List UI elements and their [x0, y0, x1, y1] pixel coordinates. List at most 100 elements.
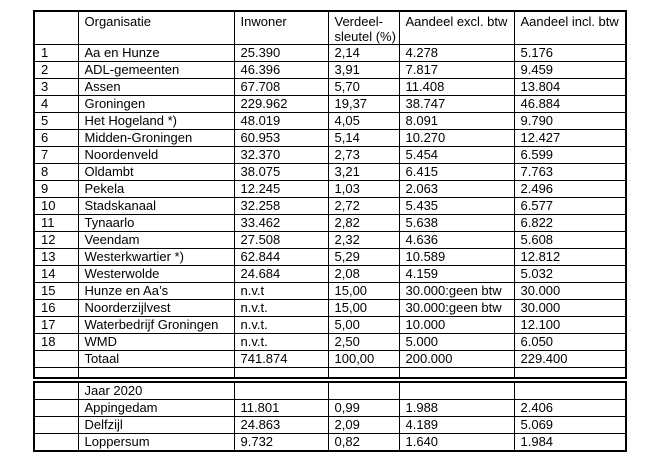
table-cell: 15,00: [327, 299, 400, 317]
table-cell: 10.000: [398, 316, 515, 334]
table-cell: [398, 381, 515, 400]
table-cell: 5.608: [513, 231, 627, 249]
table-cell: Stadskanaal: [77, 197, 235, 215]
table-cell: Westerkwartier *): [77, 248, 235, 266]
table-cell: 2.496: [513, 180, 627, 198]
table-cell: Het Hogeland *): [77, 112, 235, 130]
table-cell: 10.270: [398, 129, 515, 147]
table-cell: 2,08: [327, 265, 400, 283]
table-cell: 4.278: [398, 44, 515, 62]
table-cell: 24.863: [233, 416, 329, 434]
table-cell: [513, 367, 627, 379]
table-cell: 5,29: [327, 248, 400, 266]
table-cell: 1.984: [513, 433, 627, 452]
table-cell: 7: [33, 146, 79, 164]
table-cell: 11.801: [233, 399, 329, 417]
table-cell: 2: [33, 61, 79, 79]
table-cell: 3,21: [327, 163, 400, 181]
table-cell: 32.258: [233, 197, 329, 215]
table-cell: 11.408: [398, 78, 515, 96]
table-cell: 1,03: [327, 180, 400, 198]
table-cell: 25.390: [233, 44, 329, 62]
table-row: Delfzijl 24.863 2,09 4.189 5.069: [33, 416, 627, 434]
table-cell: 13: [33, 248, 79, 266]
table-cell: 229.400: [513, 350, 627, 368]
table-cell: 6.577: [513, 197, 627, 215]
table-cell: 12.245: [233, 180, 329, 198]
table-cell: 5.032: [513, 265, 627, 283]
table-cell: Groningen: [77, 95, 235, 113]
table-cell: 1.640: [398, 433, 515, 452]
table-cell: 27.508: [233, 231, 329, 249]
table-row: Jaar 2020: [33, 381, 627, 400]
table-row: 8 Oldambt 38.075 3,21 6.415 7.763: [33, 163, 627, 181]
table-cell: 5.000: [398, 333, 515, 351]
table-cell: Loppersum: [77, 433, 235, 452]
table-cell: 62.844: [233, 248, 329, 266]
table-cell: 5.176: [513, 44, 627, 62]
table-row: Appingedam 11.801 0,99 1.988 2.406: [33, 399, 627, 417]
table-cell: 38.747: [398, 95, 515, 113]
table-cell: 5,14: [327, 129, 400, 147]
table-cell: 38.075: [233, 163, 329, 181]
table-cell: 9.459: [513, 61, 627, 79]
table-row: 7 Noordenveld 32.370 2,73 5.454 6.599: [33, 146, 627, 164]
table-cell: n.v.t.: [233, 316, 329, 334]
header-cell: Inwoner: [233, 10, 329, 45]
table-cell: [33, 367, 79, 379]
table-row: 11 Tynaarlo 33.462 2,82 5.638 6.822: [33, 214, 627, 232]
table-cell: 8.091: [398, 112, 515, 130]
table-cell: [513, 381, 627, 400]
table-row: 1 Aa en Hunze 25.390 2,14 4.278 5.176: [33, 44, 627, 62]
table-cell: 15: [33, 282, 79, 300]
table-row: 12 Veendam 27.508 2,32 4.636 5.608: [33, 231, 627, 249]
table-cell: 5,70: [327, 78, 400, 96]
table-cell: 6: [33, 129, 79, 147]
table-cell: 7.817: [398, 61, 515, 79]
table-cell: 3,91: [327, 61, 400, 79]
table-cell: 46.884: [513, 95, 627, 113]
header-cell: [33, 10, 79, 45]
table-row: 6 Midden-Groningen 60.953 5,14 10.270 12.427: [33, 129, 627, 147]
table-row: 4 Groningen 229.962 19,37 38.747 46.884: [33, 95, 627, 113]
table-cell: [33, 399, 79, 417]
table-cell: 30.000: [513, 282, 627, 300]
table-row: 3 Assen 67.708 5,70 11.408 13.804: [33, 78, 627, 96]
table-cell: 48.019: [233, 112, 329, 130]
table-row: 10 Stadskanaal 32.258 2,72 5.435 6.577: [33, 197, 627, 215]
table-cell: 2,32: [327, 231, 400, 249]
table-cell: Totaal: [77, 350, 235, 368]
table-cell: 4.636: [398, 231, 515, 249]
table-cell: 6.415: [398, 163, 515, 181]
table-cell: 100,00: [327, 350, 400, 368]
table-cell: 2.406: [513, 399, 627, 417]
table-cell: 1: [33, 44, 79, 62]
table-cell: 30.000:geen btw: [398, 282, 515, 300]
table-cell: 9.732: [233, 433, 329, 452]
table-cell: 2,72: [327, 197, 400, 215]
table-row: 5 Het Hogeland *) 48.019 4,05 8.091 9.790: [33, 112, 627, 130]
table-cell: 1.988: [398, 399, 515, 417]
table-cell: 18: [33, 333, 79, 351]
year-2020-table-body: Jaar 2020 Appingedam 11.801 0,99 1.988 2.406 D…: [33, 381, 627, 452]
table-cell: Hunze en Aa’s: [77, 282, 235, 300]
table-cell: [233, 367, 329, 379]
table-cell: 8: [33, 163, 79, 181]
table-cell: 229.962: [233, 95, 329, 113]
allocation-table-header: Organisatie Inwoner Verdeel- sleutel (%) Aa…: [33, 10, 627, 45]
table-row: 13 Westerkwartier *) 62.844 5,29 10.589 12.81…: [33, 248, 627, 266]
table-cell: 200.000: [398, 350, 515, 368]
table-cell: 5.454: [398, 146, 515, 164]
table-cell: 2,73: [327, 146, 400, 164]
table-cell: 5,00: [327, 316, 400, 334]
table-cell: 6.050: [513, 333, 627, 351]
table-cell: Appingedam: [77, 399, 235, 417]
table-cell: [327, 367, 400, 379]
table-cell: 7.763: [513, 163, 627, 181]
document-page: Organisatie Inwoner Verdeel- sleutel (%) Aa…: [33, 10, 627, 452]
table-cell: 0,99: [327, 399, 400, 417]
table-row: [33, 367, 627, 379]
table-cell: 60.953: [233, 129, 329, 147]
table-cell: 9.790: [513, 112, 627, 130]
table-cell: [33, 381, 79, 400]
